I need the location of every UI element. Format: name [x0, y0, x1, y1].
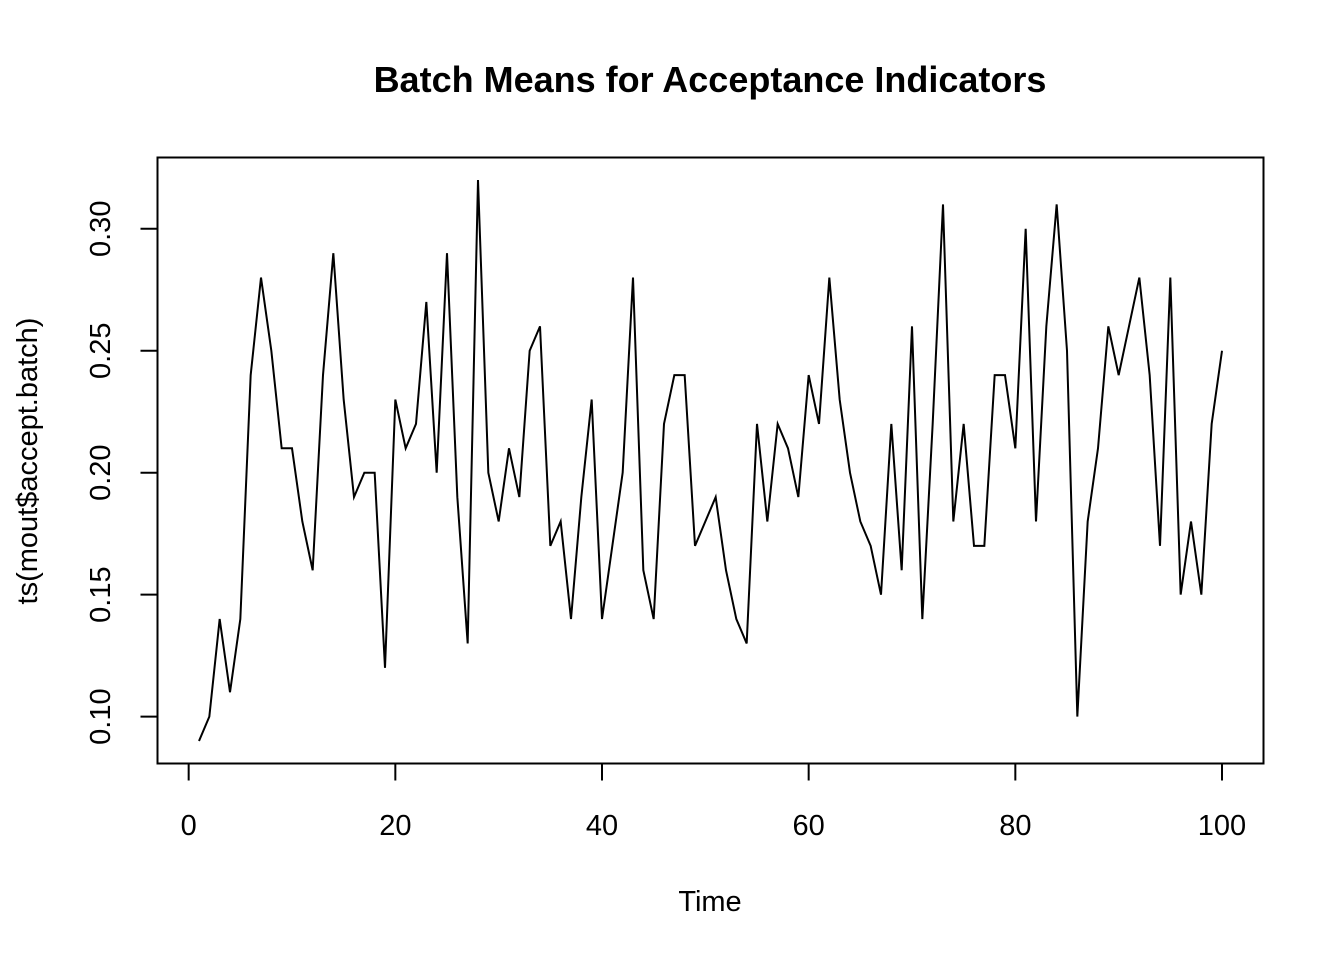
y-axis: 0.10 0.15 0.20 0.25 0.30 [85, 201, 159, 745]
x-tick-label: 20 [379, 810, 411, 842]
x-tick-label: 0 [181, 810, 197, 842]
chart-title: Batch Means for Acceptance Indicators [374, 59, 1047, 100]
x-tick-label: 80 [999, 810, 1031, 842]
x-axis: 0 20 40 60 80 100 [181, 762, 1246, 842]
y-tick-label: 0.20 [85, 444, 117, 500]
series-layer [198, 179, 1223, 742]
plot-frame [156, 156, 1265, 765]
y-tick-label: 0.10 [85, 688, 117, 744]
y-tick-label: 0.30 [85, 201, 117, 257]
x-tick-label: 60 [793, 810, 825, 842]
x-tick-label: 40 [586, 810, 618, 842]
y-tick-label: 0.15 [85, 566, 117, 622]
y-tick-label: 0.25 [85, 323, 117, 379]
x-tick-label: 100 [1198, 810, 1246, 842]
x-axis-label: Time [678, 886, 741, 918]
series-line [198, 179, 1223, 742]
y-axis-label: ts(mout$accept.batch) [12, 318, 44, 605]
